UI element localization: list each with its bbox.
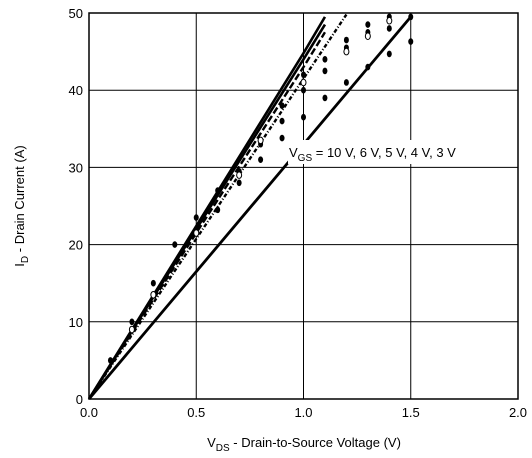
data-series [87, 13, 412, 400]
filled-data-point [365, 63, 371, 71]
filled-data-point [172, 241, 178, 248]
data-points [107, 13, 414, 364]
filled-data-point [279, 117, 285, 125]
open-data-point [343, 47, 350, 56]
filled-data-point [408, 38, 414, 45]
series-line-vgs-4v [88, 13, 348, 400]
filled-data-point [301, 71, 306, 79]
open-data-point [364, 32, 371, 40]
series-line-vgs-3v [87, 15, 412, 400]
x-tick-label: 0.5 [187, 405, 205, 420]
series-line-vgs-5v [87, 31, 326, 400]
y-tick-label: 50 [69, 6, 83, 21]
y-axis-title: ID - Drain Current (A) [12, 145, 31, 266]
open-data-point [193, 229, 200, 237]
filled-data-point [129, 318, 135, 326]
filled-data-point [279, 134, 285, 142]
filled-data-point [215, 187, 221, 194]
open-data-point [128, 325, 135, 334]
filled-data-point [408, 13, 414, 21]
filled-data-point [193, 214, 199, 221]
y-tick-label: 30 [69, 160, 83, 175]
filled-data-point [215, 206, 221, 214]
x-tick-labels: 0.0 0.5 1.0 1.5 2.0 [80, 405, 527, 420]
filled-data-point [107, 357, 113, 364]
filled-data-point [301, 113, 306, 121]
gate-voltage-annotation: VGS = 10 V, 6 V, 5 V, 4 V, 3 V [289, 145, 456, 164]
open-data-point [236, 171, 243, 179]
open-data-point [257, 136, 264, 145]
filled-data-point [322, 94, 328, 102]
x-tick-label: 1.0 [294, 405, 312, 420]
filled-data-point [150, 279, 156, 287]
y-tick-label: 10 [69, 315, 83, 330]
grid-lines [89, 13, 518, 399]
filled-data-point [322, 56, 328, 63]
open-data-point [150, 290, 157, 299]
filled-data-point [236, 179, 242, 187]
plot-frame [88, 12, 519, 400]
filled-data-point [279, 102, 285, 109]
y-tick-label: 20 [69, 238, 83, 253]
x-axis-title: VDS - Drain-to-Source Voltage (V) [207, 435, 401, 454]
filled-data-point [343, 36, 349, 44]
y-tick-labels: 0 10 20 30 40 50 [69, 6, 83, 407]
filled-data-point [386, 50, 392, 58]
y-tick-label: 0 [76, 392, 83, 407]
filled-data-point [301, 86, 306, 94]
filled-data-point [386, 25, 392, 32]
filled-data-point [365, 21, 371, 28]
y-tick-label: 40 [69, 83, 83, 98]
filled-data-point [343, 79, 349, 86]
x-tick-label: 0.0 [80, 405, 98, 420]
series-line-vgs-6v [87, 23, 327, 400]
filled-data-point [322, 67, 328, 75]
x-tick-label: 1.5 [402, 405, 420, 420]
x-tick-label: 2.0 [509, 405, 527, 420]
filled-data-point [258, 156, 264, 163]
open-data-point [386, 16, 393, 25]
open-data-point [300, 78, 307, 87]
annotation-background [288, 140, 500, 164]
